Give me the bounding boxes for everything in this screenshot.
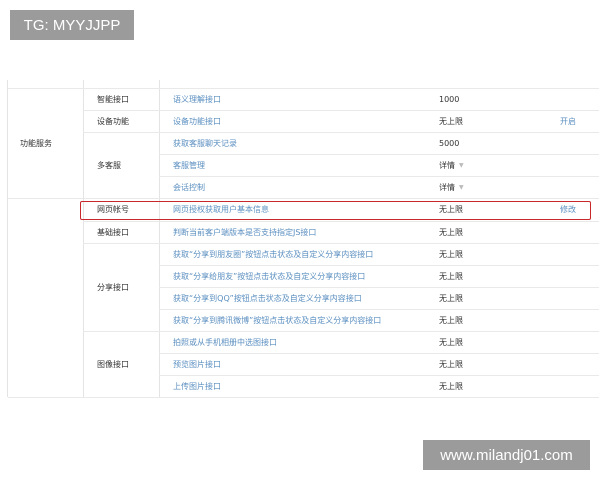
- category-label: 图像接口: [97, 359, 129, 369]
- row-divider: [159, 353, 599, 354]
- category-label: 基础接口: [97, 227, 129, 237]
- quota-value: 无上限: [439, 110, 463, 132]
- category-label: 多客服: [97, 160, 121, 170]
- quota-value: 无上限: [439, 331, 463, 353]
- interface-permissions-table: 功能服务 智能接口设备功能多客服网页帐号基础接口分享接口图像接口 语义理解接口 100…: [7, 80, 599, 398]
- quota-value: 无上限: [439, 353, 463, 375]
- row-divider: [159, 287, 599, 288]
- row-divider: [159, 176, 599, 177]
- quota-value: 无上限: [439, 375, 463, 397]
- row-divider: [159, 397, 599, 398]
- quota-value: 1000: [439, 88, 459, 110]
- interface-name-link[interactable]: 会话控制: [173, 182, 205, 192]
- watermark-top-left: TG: MYYJJPP: [10, 10, 134, 40]
- row-divider: [159, 132, 599, 133]
- interface-name-link[interactable]: 上传图片接口: [173, 381, 221, 391]
- interface-name-link[interactable]: 拍照或从手机相册中选图接口: [173, 337, 277, 347]
- row-divider: [159, 198, 599, 199]
- group-label: 功能服务: [20, 138, 52, 148]
- quota-text: 无上限: [439, 205, 463, 214]
- row-divider: [159, 154, 599, 155]
- row-divider: [8, 88, 599, 89]
- interface-name-link[interactable]: 客服管理: [173, 160, 205, 170]
- quota-value: 5000: [439, 132, 459, 154]
- quota-text: 无上限: [439, 249, 463, 259]
- quota-value: 无上限: [439, 309, 463, 331]
- interface-name-link[interactable]: 获取“分享给朋友”按钮点击状态及自定义分享内容接口: [173, 271, 366, 281]
- row-divider: [159, 110, 599, 111]
- row-divider: [159, 375, 599, 376]
- quota-text: 无上限: [439, 337, 463, 347]
- interface-name-link[interactable]: 获取“分享到腾讯微博”按钮点击状态及自定义分享内容接口: [173, 315, 382, 325]
- interface-name-link[interactable]: 设备功能接口: [173, 116, 221, 126]
- row-divider: [159, 221, 599, 222]
- quota-text: 无上限: [439, 271, 463, 281]
- interface-name-link[interactable]: 获取“分享到朋友圈”按钮点击状态及自定义分享内容接口: [173, 249, 374, 259]
- category-label: 智能接口: [97, 94, 129, 104]
- action-link[interactable]: 修改: [560, 205, 576, 214]
- interface-name-link[interactable]: 获取“分享到QQ”按钮点击状态及自定义分享内容接口: [173, 293, 362, 303]
- quota-text: 详情: [439, 160, 455, 170]
- column-divider: [83, 80, 84, 397]
- interface-name-link[interactable]: 预览图片接口: [173, 359, 221, 369]
- quota-text: 无上限: [439, 315, 463, 325]
- interface-name-link[interactable]: 获取客服聊天记录: [173, 138, 237, 148]
- quota-text: 无上限: [439, 227, 463, 237]
- quota-text: 无上限: [439, 359, 463, 369]
- quota-text: 无上限: [439, 293, 463, 303]
- row-divider: [159, 331, 599, 332]
- quota-value: 无上限: [439, 221, 463, 243]
- chevron-down-icon[interactable]: ▼: [459, 161, 464, 169]
- quota-text: 5000: [439, 138, 460, 148]
- quota-value: 无上限: [439, 265, 463, 287]
- quota-text: 1000: [439, 94, 460, 104]
- action-link[interactable]: 开启: [560, 116, 576, 126]
- interface-name-link[interactable]: 网页授权获取用户基本信息: [173, 205, 269, 214]
- row-divider: [159, 243, 599, 244]
- highlight-box: [80, 201, 591, 220]
- row-divider: [159, 309, 599, 310]
- row-divider: [159, 265, 599, 266]
- quota-text: 详情: [439, 182, 455, 192]
- quota-value: 无上限: [439, 198, 463, 221]
- category-label: 网页帐号: [97, 205, 129, 214]
- watermark-bottom-right: www.milandj01.com: [423, 440, 590, 470]
- interface-name-link[interactable]: 判断当前客户端版本是否支持指定JS接口: [173, 227, 317, 237]
- quota-value[interactable]: 详情 ▼: [439, 154, 464, 176]
- chevron-down-icon[interactable]: ▼: [459, 183, 464, 191]
- category-label: 设备功能: [97, 116, 129, 126]
- column-divider: [159, 80, 160, 397]
- quota-value[interactable]: 详情 ▼: [439, 176, 464, 198]
- quota-value: 无上限: [439, 287, 463, 309]
- quota-text: 无上限: [439, 381, 463, 391]
- quota-text: 无上限: [439, 116, 463, 126]
- category-label: 分享接口: [97, 282, 129, 292]
- interface-name-link[interactable]: 语义理解接口: [173, 94, 221, 104]
- quota-value: 无上限: [439, 243, 463, 265]
